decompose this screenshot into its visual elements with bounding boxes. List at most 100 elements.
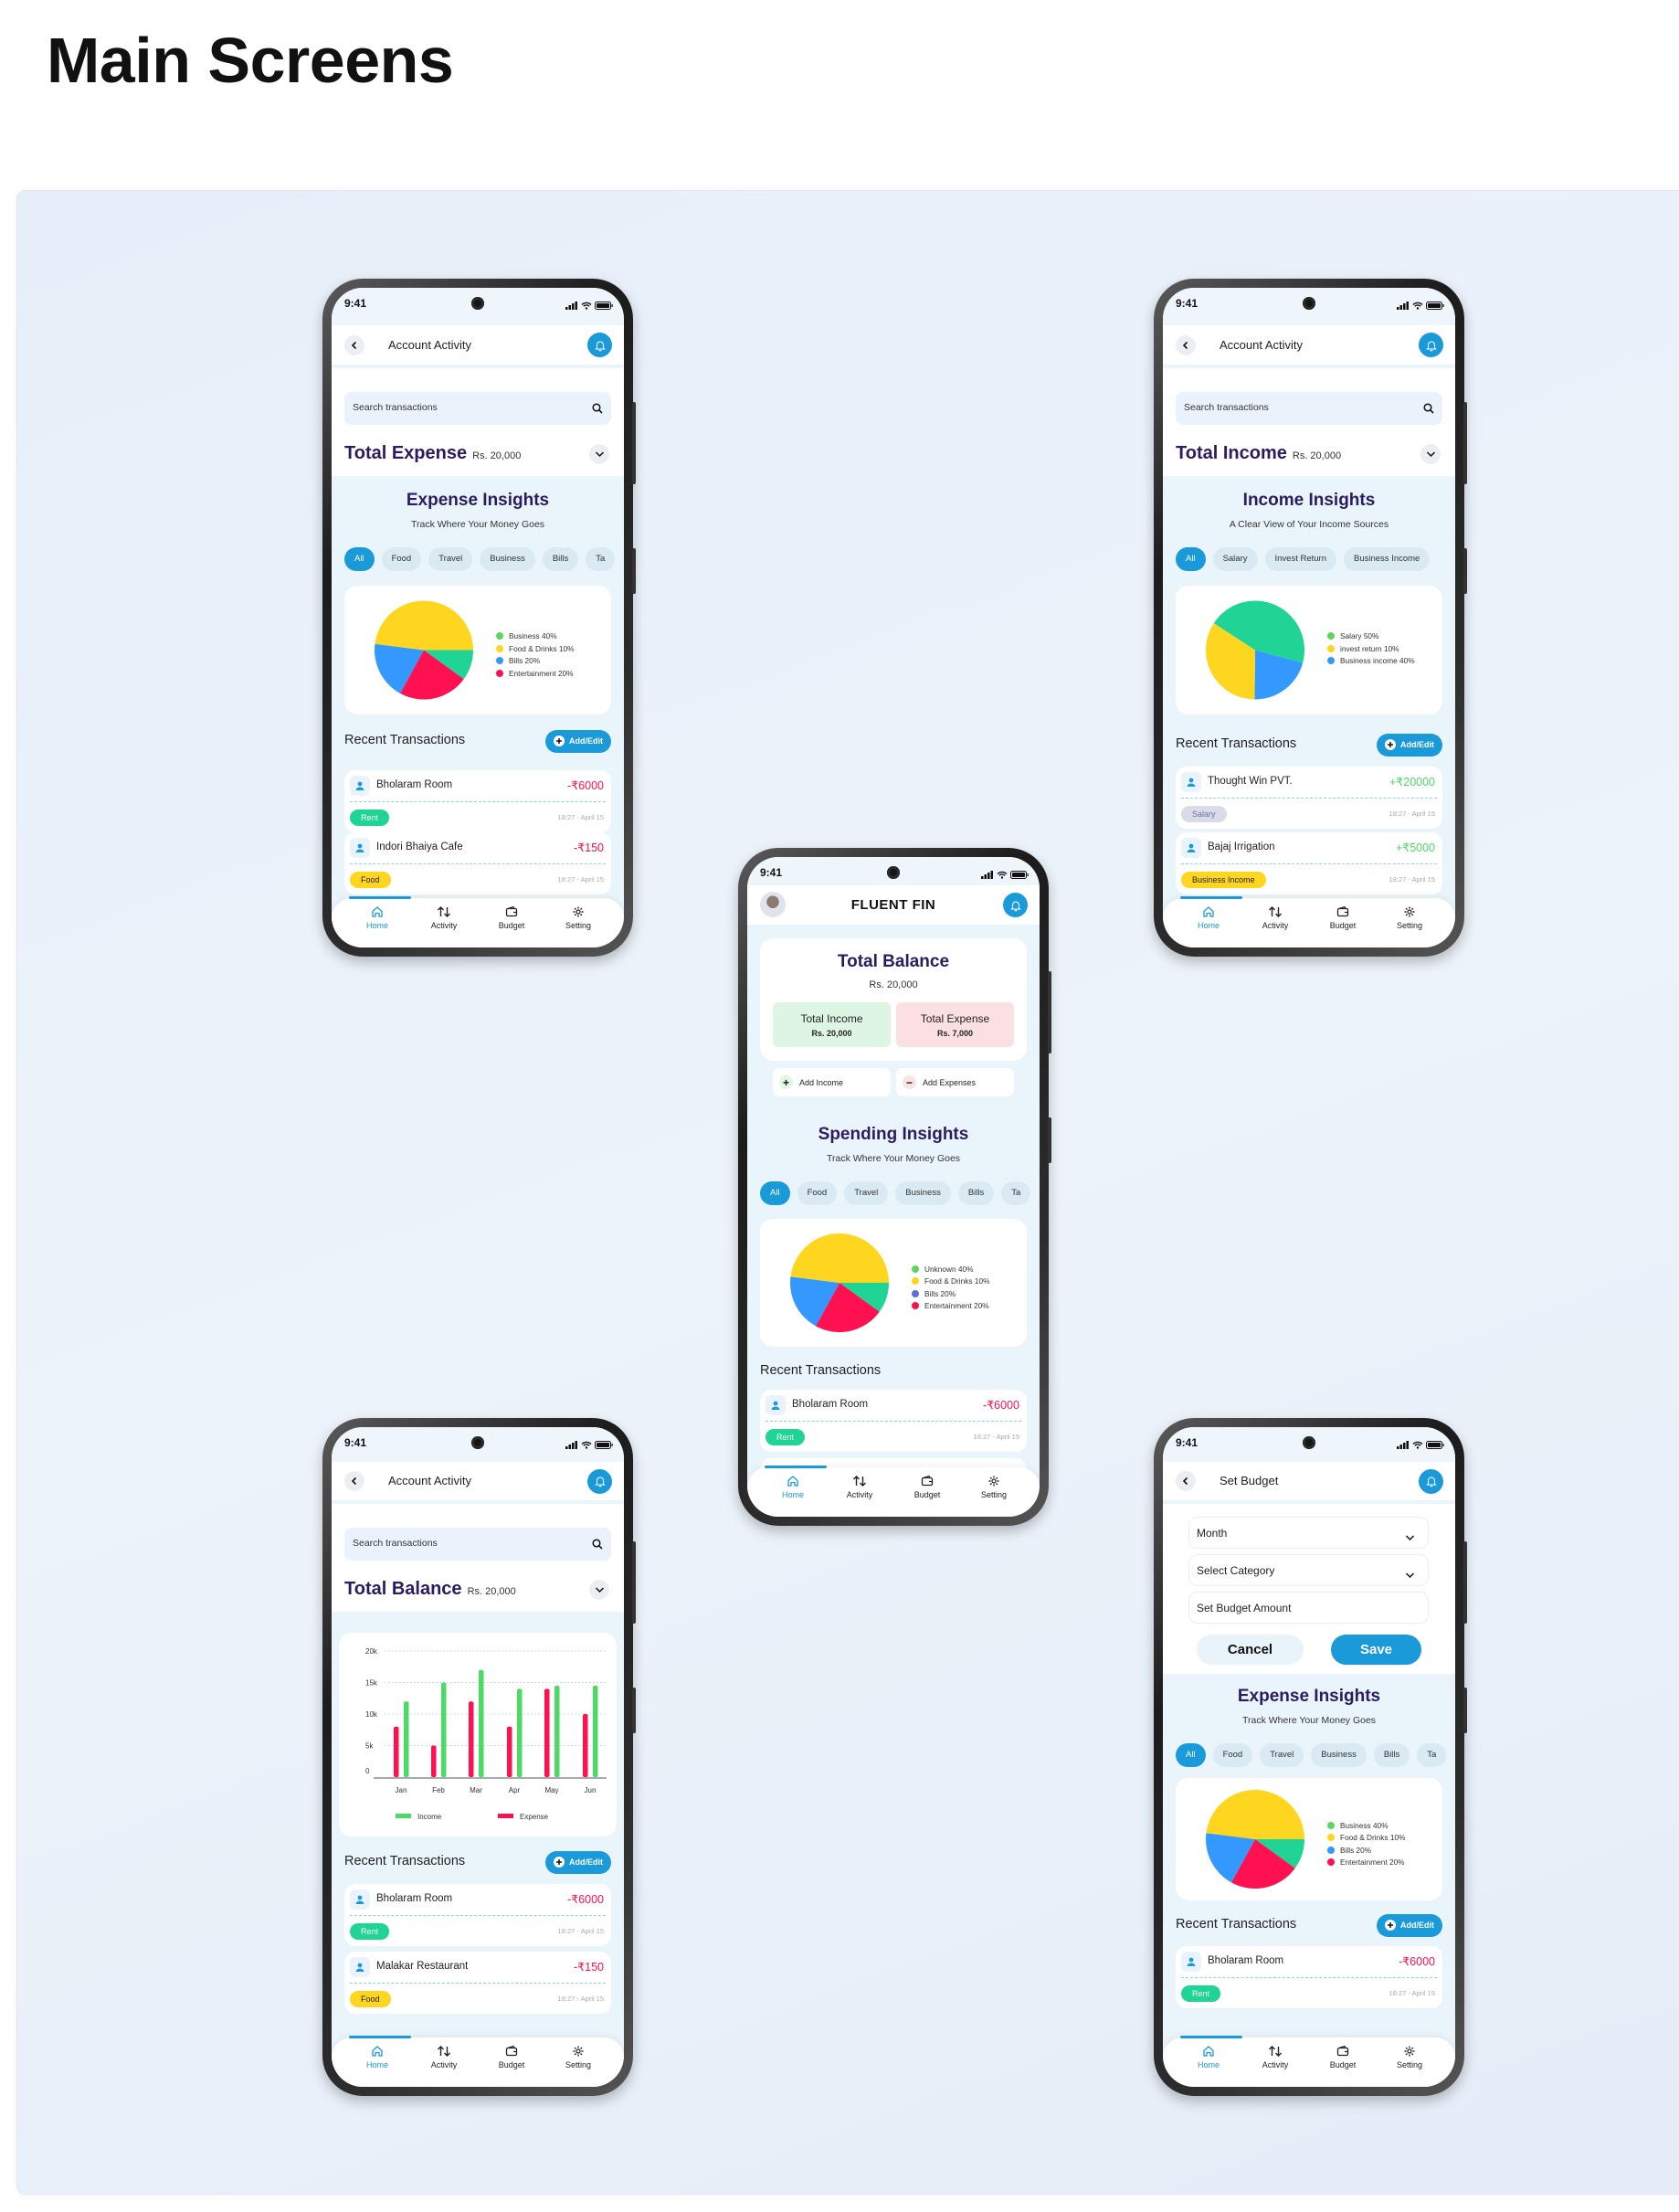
nav-home[interactable]: Home bbox=[1181, 2043, 1236, 2069]
month-dropdown-label: Month bbox=[1197, 1527, 1228, 1540]
status-time: 9:41 bbox=[344, 1436, 367, 1449]
budget-amount-input[interactable]: Set Budget Amount bbox=[1188, 1592, 1429, 1624]
nav-setting[interactable]: Setting bbox=[966, 1473, 1021, 1499]
pie-chart bbox=[1206, 1790, 1304, 1889]
nav-budget[interactable]: Budget bbox=[1315, 2043, 1370, 2069]
filter-chip[interactable]: Ta bbox=[1001, 1181, 1031, 1205]
brand-title: FLUENT FIN bbox=[850, 897, 936, 913]
legend-dot bbox=[1327, 1821, 1335, 1829]
legend-dot bbox=[912, 1302, 919, 1310]
filter-chip[interactable]: Food bbox=[381, 547, 422, 571]
filter-chip[interactable]: Business bbox=[895, 1181, 951, 1205]
legend-item: Bills 20% bbox=[912, 1287, 989, 1300]
nav-home[interactable]: Home bbox=[766, 1473, 820, 1499]
back-button[interactable] bbox=[344, 1471, 364, 1491]
transaction-item[interactable]: Indori Bhaiya Cafe -₹150 Food 18:27 - April… bbox=[344, 832, 611, 894]
notification-bell-button[interactable] bbox=[587, 1468, 612, 1494]
filter-chip[interactable]: Ta bbox=[586, 547, 616, 571]
search-icon[interactable] bbox=[592, 402, 603, 418]
nav-budget[interactable]: Budget bbox=[484, 2043, 539, 2069]
nav-budget[interactable]: Budget bbox=[484, 904, 539, 930]
nav-activity[interactable]: Activity bbox=[1248, 904, 1303, 930]
filter-chip[interactable]: Salary bbox=[1212, 547, 1258, 571]
income-bar bbox=[479, 1669, 484, 1777]
transaction-item[interactable]: Thought Win PVT. +₹20000 Salary 18:27 - Apr… bbox=[1176, 767, 1442, 829]
nav-home[interactable]: Home bbox=[350, 904, 405, 930]
transaction-item[interactable]: Bholaram Room -₹6000 Rent 18:27 - April 15 bbox=[1176, 1946, 1442, 2008]
filter-chip[interactable]: All bbox=[1176, 1743, 1206, 1767]
search-input[interactable]: Search transactions bbox=[344, 1528, 611, 1561]
filter-chip[interactable]: Travel bbox=[428, 547, 473, 571]
nav-budget[interactable]: Budget bbox=[1315, 904, 1370, 930]
add-edit-button[interactable]: Add/Edit bbox=[1377, 733, 1442, 757]
back-button[interactable] bbox=[1176, 1471, 1196, 1491]
avatar[interactable] bbox=[760, 892, 786, 917]
add-edit-button[interactable]: Add/Edit bbox=[545, 1850, 611, 1874]
notification-bell-button[interactable] bbox=[587, 333, 612, 357]
nav-setting[interactable]: Setting bbox=[1382, 904, 1437, 930]
back-button[interactable] bbox=[344, 334, 364, 355]
transaction-item[interactable]: Bholaram Room -₹6000 Rent 18:27 - April 15 bbox=[344, 1884, 611, 1946]
transaction-item[interactable]: Malakar Restaurant -₹150 Food 18:27 - April… bbox=[344, 1952, 611, 2014]
filter-chip[interactable]: Bills bbox=[1373, 1743, 1410, 1767]
nav-activity[interactable]: Activity bbox=[417, 2043, 471, 2069]
nav-setting[interactable]: Setting bbox=[551, 904, 606, 930]
home-screen-phone: 9:41 FLUENT FIN Total Balance Rs. 20,000 Tot… bbox=[738, 848, 1051, 1526]
filter-chip[interactable]: All bbox=[1176, 547, 1206, 571]
expense-bar bbox=[431, 1745, 437, 1777]
add-expenses-button[interactable]: − Add Expenses bbox=[896, 1068, 1014, 1096]
transaction-time: 18:27 - April 15 bbox=[1389, 875, 1435, 884]
filter-chip[interactable]: Business bbox=[1311, 1743, 1367, 1767]
filter-chip[interactable]: Business Income bbox=[1344, 547, 1431, 571]
power-button bbox=[1048, 971, 1051, 1053]
filter-chip[interactable]: Food bbox=[1212, 1743, 1253, 1767]
add-income-label: Add Income bbox=[799, 1077, 844, 1087]
legend-dot bbox=[496, 644, 503, 652]
nav-home[interactable]: Home bbox=[350, 2043, 405, 2069]
transaction-amount: -₹6000 bbox=[567, 1893, 604, 1906]
add-edit-button[interactable]: Add/Edit bbox=[545, 729, 611, 753]
transaction-item[interactable]: Bholaram Room -₹6000 Rent 18:27 - April 15 bbox=[344, 770, 611, 832]
app-header bbox=[747, 885, 1040, 925]
total-dropdown-button[interactable] bbox=[589, 444, 609, 464]
notification-bell-button[interactable] bbox=[1419, 333, 1443, 357]
nav-setting[interactable]: Setting bbox=[1382, 2043, 1437, 2069]
filter-chip[interactable]: All bbox=[760, 1181, 790, 1205]
back-button[interactable] bbox=[1176, 334, 1196, 355]
filter-chip[interactable]: Bills bbox=[542, 547, 579, 571]
search-input[interactable]: Search transactions bbox=[344, 392, 611, 425]
cancel-button[interactable]: Cancel bbox=[1197, 1635, 1304, 1665]
filter-chip[interactable]: Bills bbox=[957, 1181, 995, 1205]
nav-setting[interactable]: Setting bbox=[551, 2043, 606, 2069]
filter-chip[interactable]: Food bbox=[797, 1181, 838, 1205]
transaction-item[interactable]: Bholaram Room -₹6000 Rent 18:27 - April 15 bbox=[760, 1390, 1027, 1452]
filter-chip[interactable]: Ta bbox=[1417, 1743, 1447, 1767]
nav-activity[interactable]: Activity bbox=[1248, 2043, 1303, 2069]
filter-chip[interactable]: Invest Return bbox=[1264, 547, 1336, 571]
notification-bell-button[interactable] bbox=[1003, 893, 1028, 917]
filter-chip[interactable]: All bbox=[344, 547, 375, 571]
notification-bell-button[interactable] bbox=[1419, 1468, 1443, 1494]
month-dropdown[interactable]: Month bbox=[1188, 1517, 1429, 1549]
filter-chip[interactable]: Travel bbox=[1260, 1743, 1304, 1767]
save-button[interactable]: Save bbox=[1331, 1635, 1421, 1665]
add-income-button[interactable]: + Add Income bbox=[773, 1068, 891, 1096]
nav-home[interactable]: Home bbox=[1181, 904, 1236, 930]
search-input[interactable]: Search transactions bbox=[1176, 392, 1442, 425]
transaction-item[interactable]: Bajaj Irrigation +₹5000 Business Income 18:… bbox=[1176, 832, 1442, 894]
nav-activity[interactable]: Activity bbox=[417, 904, 471, 930]
total-dropdown-button[interactable] bbox=[1420, 444, 1441, 464]
search-icon[interactable] bbox=[592, 1538, 603, 1554]
nav-indicator bbox=[1180, 896, 1242, 899]
add-edit-button[interactable]: Add/Edit bbox=[1377, 1913, 1442, 1937]
minus-icon: − bbox=[903, 1075, 916, 1089]
total-dropdown-button[interactable] bbox=[589, 1580, 609, 1600]
category-dropdown[interactable]: Select Category bbox=[1188, 1554, 1429, 1586]
filter-chip[interactable]: Travel bbox=[844, 1181, 889, 1205]
insights-subtitle: A Clear View of Your Income Sources bbox=[1229, 519, 1389, 530]
nav-budget[interactable]: Budget bbox=[900, 1473, 955, 1499]
search-icon[interactable] bbox=[1423, 402, 1434, 418]
status-icons bbox=[1397, 1437, 1444, 1454]
filter-chip[interactable]: Business bbox=[480, 547, 535, 571]
nav-activity[interactable]: Activity bbox=[832, 1473, 887, 1499]
